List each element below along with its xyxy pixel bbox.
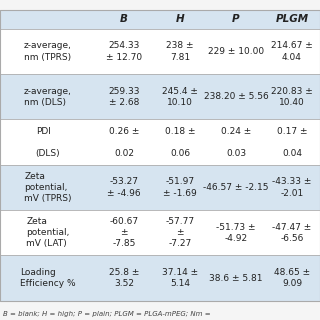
Text: z-average,
nm (DLS): z-average, nm (DLS) xyxy=(24,87,72,107)
Bar xyxy=(0,29,320,74)
Bar xyxy=(0,74,320,119)
Bar xyxy=(0,119,320,165)
Text: 259.33
± 2.68: 259.33 ± 2.68 xyxy=(108,87,140,107)
Text: -51.97
± -1.69: -51.97 ± -1.69 xyxy=(163,177,197,197)
Bar xyxy=(0,165,320,210)
Text: B = blank; H = high; P = plain; PLGM = PLGA-mPEG; Nm =: B = blank; H = high; P = plain; PLGM = P… xyxy=(3,311,211,317)
Bar xyxy=(0,210,320,255)
Text: -51.73 ±
-4.92: -51.73 ± -4.92 xyxy=(216,223,256,243)
Text: B: B xyxy=(120,14,128,24)
Bar xyxy=(0,255,320,301)
Text: -47.47 ±
-6.56: -47.47 ± -6.56 xyxy=(272,223,312,243)
Text: z-average,
nm (TPRS): z-average, nm (TPRS) xyxy=(24,41,72,61)
Text: -46.57 ± -2.15: -46.57 ± -2.15 xyxy=(203,183,269,192)
Text: 38.6 ± 5.81: 38.6 ± 5.81 xyxy=(209,274,263,283)
Text: 0.18 ±

0.06: 0.18 ± 0.06 xyxy=(165,126,195,158)
Text: Loading
Efficiency %: Loading Efficiency % xyxy=(20,268,76,288)
Text: Zeta
potential,
mV (TPRS): Zeta potential, mV (TPRS) xyxy=(24,172,72,203)
Text: 25.8 ±
3.52: 25.8 ± 3.52 xyxy=(109,268,139,288)
Text: P: P xyxy=(232,14,240,24)
Text: 0.26 ±

0.02: 0.26 ± 0.02 xyxy=(109,126,139,158)
Text: -57.77
±
-7.27: -57.77 ± -7.27 xyxy=(165,217,195,248)
Text: 238.20 ± 5.56: 238.20 ± 5.56 xyxy=(204,92,268,101)
Text: Zeta
potential,
mV (LAT): Zeta potential, mV (LAT) xyxy=(26,217,70,248)
Text: 214.67 ±
4.04: 214.67 ± 4.04 xyxy=(271,41,313,61)
Text: -53.27
± -4.96: -53.27 ± -4.96 xyxy=(107,177,141,197)
Text: 0.17 ±

0.04: 0.17 ± 0.04 xyxy=(277,126,307,158)
Text: 0.24 ±

0.03: 0.24 ± 0.03 xyxy=(221,126,251,158)
Text: -60.67
±
-7.85: -60.67 ± -7.85 xyxy=(109,217,139,248)
Text: -43.33 ±
-2.01: -43.33 ± -2.01 xyxy=(272,177,312,197)
Text: 48.65 ±
9.09: 48.65 ± 9.09 xyxy=(274,268,310,288)
Text: PLGM: PLGM xyxy=(276,14,308,24)
Text: PDI

(DLS): PDI (DLS) xyxy=(36,126,60,158)
Text: 254.33
± 12.70: 254.33 ± 12.70 xyxy=(106,41,142,61)
Text: 229 ± 10.00: 229 ± 10.00 xyxy=(208,47,264,56)
Text: 220.83 ±
10.40: 220.83 ± 10.40 xyxy=(271,87,313,107)
Bar xyxy=(0,10,320,29)
Text: H: H xyxy=(176,14,184,24)
Text: 238 ±
7.81: 238 ± 7.81 xyxy=(166,41,194,61)
Text: 245.4 ±
10.10: 245.4 ± 10.10 xyxy=(162,87,198,107)
Text: 37.14 ±
5.14: 37.14 ± 5.14 xyxy=(162,268,198,288)
